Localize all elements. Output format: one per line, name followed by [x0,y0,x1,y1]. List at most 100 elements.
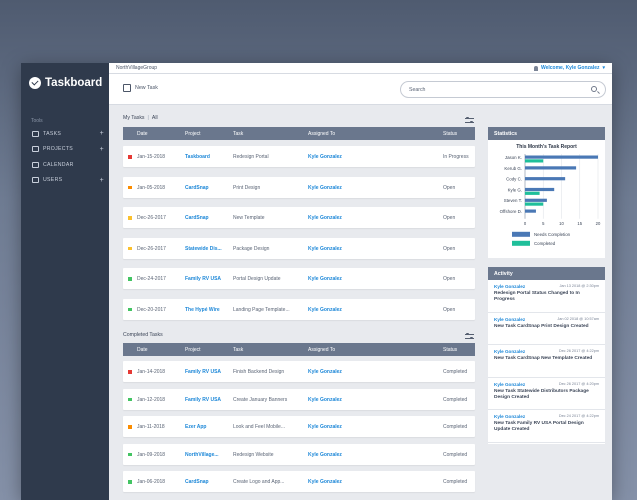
activity-meta: Kyle Gonzalez Jan 13 2018 @ 2:30pm [494,284,599,289]
activity-timestamp: Dec 24 2017 @ 4:22pm [558,414,599,418]
task-name: Redesign Website [233,451,274,458]
chart-bar [525,166,577,170]
task-name: Print Design [233,184,261,191]
task-date: Dec-24-2017 [137,276,166,282]
user-menu[interactable]: Welcome, Kyle Gonzalez ▾ [533,65,605,71]
activity-meta: Kyle Gonzalez Dec 26 2017 @ 4:22pm [494,349,599,354]
project-link[interactable]: NorthVillage... [185,451,219,458]
table-row[interactable]: Dec-26-2017 Statewide Dis... Package Desig… [123,237,475,259]
priority-indicator [128,425,132,429]
filter-settings-icon[interactable] [465,332,474,340]
statistics-panel: Statistics This Month's Task Report Jaso… [488,127,605,258]
assignee-link[interactable]: Kyle Gonzalez [308,479,342,485]
add-icon[interactable]: + [99,130,104,138]
new-task-button[interactable]: New Task [123,84,158,92]
assignee-link[interactable]: Kyle Gonzalez [308,215,342,221]
table-row[interactable]: Jan-14-2018 Family RV USA Finish Backend D… [123,361,475,382]
project-link[interactable]: CardSnap [185,479,209,485]
assignee-link[interactable]: Kyle Gonzalez [308,396,342,403]
chart-bar [525,198,547,202]
search-input[interactable] [409,85,579,95]
column-header-task[interactable]: Task [233,131,244,137]
project-link[interactable]: Statewide Dis... [185,245,222,252]
my-tasks-header: My Tasks | All [123,115,158,121]
project-link[interactable]: Taskboard [185,154,210,160]
column-header-date[interactable]: Date [137,347,148,353]
chart-title: This Month's Task Report [516,144,577,150]
search-icon[interactable] [591,86,597,92]
activity-item[interactable]: Kyle Gonzalez Dec 26 2017 @ 4:22pm New Tas… [488,345,605,378]
activity-item[interactable]: Kyle Gonzalez Dec 24 2017 @ 4:22pm New Tas… [488,410,605,443]
activity-item[interactable]: Kyle Gonzalez Jan 13 2018 @ 2:30pm Redesig… [488,280,605,313]
activity-user-link[interactable]: Kyle Gonzalez [494,349,526,354]
table-row[interactable]: Dec-20-2017 The Hypé Wire Landing Page Tem… [123,298,475,320]
my-tasks-filter[interactable]: All [151,115,158,121]
table-row[interactable]: Jan-12-2018 Family RV USA Create January B… [123,388,475,410]
task-status: Open [443,215,456,221]
column-header-task[interactable]: Task [233,347,244,353]
assignee-link[interactable]: Kyle Gonzalez [308,306,342,313]
column-header-assigned-to[interactable]: Assigned To [308,131,336,137]
task-date: Jan-14-2018 [137,369,166,375]
search-box [400,81,606,98]
activity-user-link[interactable]: Kyle Gonzalez [494,284,526,289]
activity-timestamp: Dec 26 2017 @ 4:22pm [558,349,599,353]
task-date: Jan-11-2018 [137,424,165,430]
project-link[interactable]: Family RV USA [185,276,222,282]
activity-item[interactable]: Kyle Gonzalez Dec 26 2017 @ 4:20pm New Tas… [488,378,605,410]
table-row[interactable]: Jan-09-2018 NorthVillage... Redesign Websi… [123,443,475,465]
top-bar: NorthVillageGroup Welcome, Kyle Gonzalez… [109,63,612,74]
column-header-status[interactable]: Status [443,131,458,137]
project-link[interactable]: Family RV USA [185,369,222,375]
column-header-date[interactable]: Date [137,131,148,137]
task-status: Completed [443,369,468,375]
table-row[interactable]: Jan-11-2018 Ezer App Look and Feel Mobile.… [123,416,475,437]
task-date: Jan-05-2018 [137,184,166,191]
task-status: Completed [443,479,468,485]
task-status: Completed [443,424,468,430]
activity-user-link[interactable]: Kyle Gonzalez [494,316,526,322]
sidebar-item-tasks[interactable]: TASKS + [21,126,109,142]
activity-user-link[interactable]: Kyle Gonzalez [494,381,526,387]
assignee-link[interactable]: Kyle Gonzalez [308,184,342,191]
task-date: Dec-26-2017 [137,245,166,252]
priority-indicator [128,307,132,311]
chart-tick-label: 10 [559,221,564,226]
project-link[interactable]: The Hypé Wire [185,306,220,313]
app-logo[interactable]: Taskboard [29,77,102,89]
activity-item[interactable]: Kyle Gonzalez Jan 02 2018 @ 10:57am New Ta… [488,313,605,345]
column-header-status[interactable]: Status [443,347,458,353]
column-header-project[interactable]: Project [185,347,201,353]
chart-bar [525,209,536,213]
assignee-link[interactable]: Kyle Gonzalez [308,451,342,458]
assignee-link[interactable]: Kyle Gonzalez [308,369,342,375]
priority-indicator [128,397,132,401]
activity-user-link[interactable]: Kyle Gonzalez [494,414,526,419]
table-row[interactable]: Dec-24-2017 Family RV USA Portal Design Up… [123,268,475,289]
project-link[interactable]: Family RV USA [185,396,222,403]
table-row[interactable]: Jan-05-2018 CardSnap Print Design Kyle Gonz… [123,176,475,198]
table-row[interactable]: Jan-06-2018 CardSnap Create Logo and App..… [123,471,475,492]
sidebar-item-users[interactable]: USERS + [21,173,109,189]
activity-panel: Activity Kyle Gonzalez Jan 13 2018 @ 2:30… [488,267,605,444]
assignee-link[interactable]: Kyle Gonzalez [308,424,342,430]
table-row[interactable]: Jan-15-2018 Taskboard Redesign Portal Kyle … [123,146,475,167]
column-header-assigned-to[interactable]: Assigned To [308,347,336,353]
add-icon[interactable]: + [99,176,104,184]
project-link[interactable]: Ezer App [185,424,207,430]
column-header-project[interactable]: Project [185,131,201,137]
task-name: Create January Banners [233,396,288,403]
project-link[interactable]: CardSnap [185,184,209,191]
sidebar-item-calendar[interactable]: CALENDAR [21,157,109,173]
org-name[interactable]: NorthVillageGroup [116,65,158,71]
chart-bar [525,177,566,181]
filter-settings-icon[interactable] [465,116,474,124]
sidebar-item-projects[interactable]: PROJECTS + [21,142,109,158]
assignee-link[interactable]: Kyle Gonzalez [308,154,342,160]
assignee-link[interactable]: Kyle Gonzalez [308,276,342,282]
sidebar-item-label: CALENDAR [43,161,74,168]
add-icon[interactable]: + [99,145,104,153]
table-row[interactable]: Dec-26-2017 CardSnap New Template Kyle Gonz… [123,207,475,228]
project-link[interactable]: CardSnap [185,215,209,221]
assignee-link[interactable]: Kyle Gonzalez [308,245,342,252]
